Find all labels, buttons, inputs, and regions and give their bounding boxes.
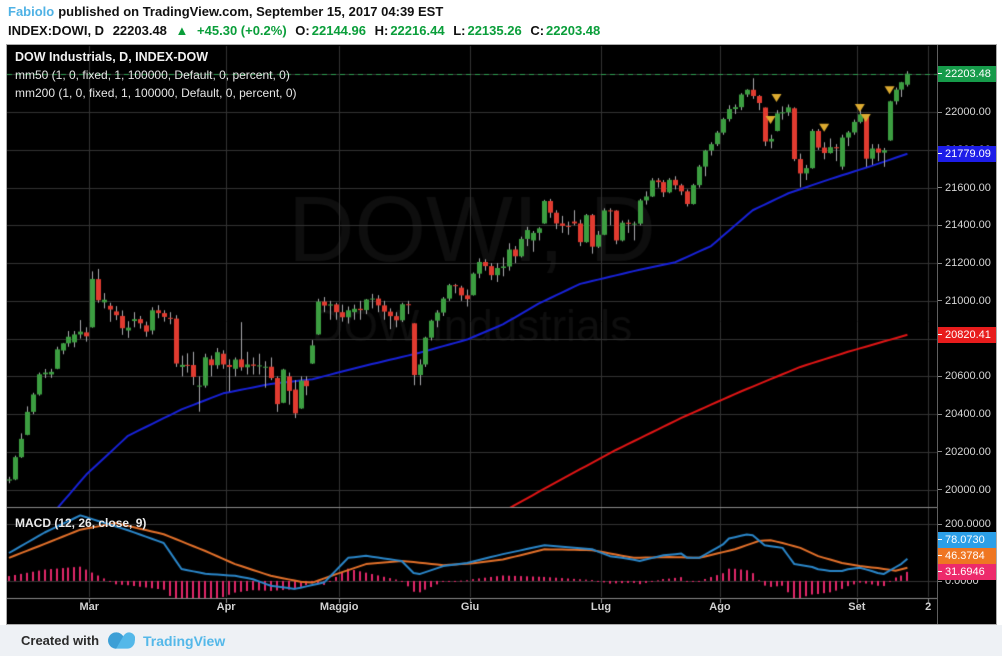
price-axis-label: 20600.00 (938, 369, 996, 383)
price-axis-label: 20200.00 (938, 445, 996, 459)
time-axis-label: Ago (709, 601, 731, 613)
time-axis[interactable]: Mar Apr Maggio Giu Lug Ago Set 2 (7, 601, 937, 623)
price-axis[interactable]: 22200.0022000.0021800.0021600.0021400.00… (937, 45, 996, 624)
high-label: H: (374, 23, 389, 38)
indicator-mm200-label[interactable]: mm200 (1, 0, fixed, 1, 100000, Default, … (15, 86, 297, 100)
chart-title[interactable]: DOW Industrials, D, INDEX-DOW (15, 50, 209, 64)
indicator-mm50-label[interactable]: mm50 (1, 0, fixed, 1, 100000, Default, 0… (15, 68, 290, 82)
created-with-text: Created with (21, 633, 100, 648)
symbol-label: INDEX:DOWI, D (8, 23, 105, 38)
chart-legend: DOW Industrials, D, INDEX-DOW mm50 (1, 0… (15, 49, 297, 102)
low-label: L: (453, 23, 466, 38)
price-axis-label: 20400.00 (938, 407, 996, 421)
time-axis-label: Set (848, 601, 866, 613)
footer: Created with TradingView (0, 625, 1002, 656)
chart-container: DOW Industrials, D, INDEX-DOW mm50 (1, 0… (6, 44, 997, 625)
macd-hist-badge: 31.6946 (938, 563, 996, 580)
price-axis-label: 21600.00 (938, 181, 996, 195)
open-label: O: (295, 23, 310, 38)
high-value: 22216.44 (390, 23, 445, 38)
header-line1: Fabiolo published on TradingView.com, Sep… (8, 3, 605, 21)
author-link[interactable]: Fabiolo (8, 4, 55, 19)
time-axis-label: Apr (216, 601, 236, 613)
open-value: 22144.96 (311, 23, 366, 38)
low-value: 22135.26 (467, 23, 522, 38)
last-price: 22203.48 (112, 23, 167, 38)
mm50-value-badge: 21779.09 (938, 145, 996, 162)
time-axis-label: Mar (79, 601, 100, 613)
price-axis-label: 20000.00 (938, 483, 996, 497)
price-axis-label: 200.0000 (938, 517, 996, 531)
time-axis-label: Lug (590, 601, 612, 613)
price-chart-canvas[interactable] (7, 45, 937, 624)
time-axis-label: Maggio (319, 601, 359, 613)
macd-legend[interactable]: MACD (12, 26, close, 9) (15, 516, 147, 530)
change-value: +45.30 (+0.2%) (197, 23, 287, 38)
header-line2: INDEX:DOWI, D 22203.48 ▲ +45.30 (+0.2%) … (8, 22, 605, 40)
price-axis-label: 21200.00 (938, 256, 996, 270)
change-arrow-icon: ▲ (175, 23, 189, 38)
macd-signal-badge: 46.3784 (938, 547, 996, 564)
close-value: 22203.48 (546, 23, 601, 38)
close-label: C: (530, 23, 545, 38)
time-axis-label: 2 (925, 601, 932, 613)
tradingview-link[interactable]: TradingView (143, 632, 226, 649)
tradingview-cloud-icon (108, 632, 136, 649)
header: Fabiolo published on TradingView.com, Sep… (8, 3, 605, 40)
price-axis-label: 21400.00 (938, 218, 996, 232)
macd-line-badge: 78.0730 (938, 531, 996, 548)
mm200-value-badge: 20820.41 (938, 326, 996, 343)
published-text: published on TradingView.com, September … (58, 4, 444, 19)
time-axis-label: Giu (460, 601, 480, 613)
last-price-badge: 22203.48 (938, 65, 996, 82)
price-axis-label: 21000.00 (938, 294, 996, 308)
price-axis-label: 22000.00 (938, 105, 996, 119)
